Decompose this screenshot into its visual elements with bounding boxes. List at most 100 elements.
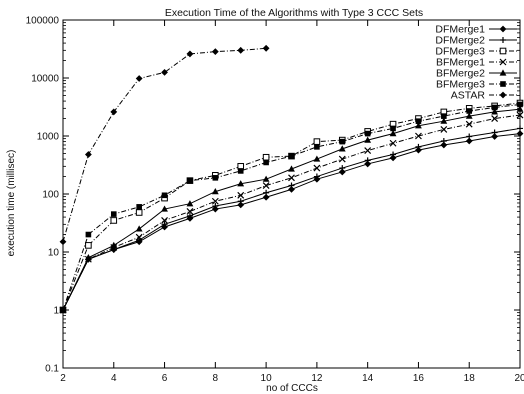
data-point-dfmerge3 (313, 138, 321, 145)
series-astar (59, 44, 270, 246)
series-line-astar (62, 47, 267, 242)
data-point-dfmerge3 (135, 209, 143, 216)
data-point-dfmerge2 (161, 221, 168, 228)
y-tick-label: 0.1 (45, 364, 59, 375)
data-point-bfmerge1 (262, 182, 270, 189)
data-point-astar (211, 48, 219, 56)
data-point-bfmerge1 (211, 197, 219, 205)
data-point-bfmerge1 (389, 139, 397, 147)
series-line-bfmerge3 (62, 103, 521, 311)
data-point-bfmerge2 (186, 200, 194, 207)
data-point-dfmerge2 (288, 182, 295, 189)
data-point-bfmerge2 (237, 180, 245, 187)
data-point-bfmerge2 (161, 205, 168, 212)
data-point-dfmerge2 (263, 189, 270, 196)
data-point-bfmerge1 (364, 147, 372, 155)
data-point-bfmerge3 (161, 192, 168, 199)
series-bfmerge1 (59, 111, 524, 314)
x-tick-label: 6 (162, 373, 168, 384)
legend-marker-dfmerge3 (499, 47, 507, 55)
legend-label-dfmerge3: DFMerge3 (435, 46, 485, 58)
y-tick-label: 10 (48, 248, 60, 259)
data-point-bfmerge2 (415, 122, 422, 129)
data-point-dfmerge1 (288, 186, 295, 193)
data-point-dfmerge1 (389, 154, 397, 162)
data-point-dfmerge2 (440, 137, 447, 144)
data-point-bfmerge3 (314, 144, 320, 150)
data-point-dfmerge2 (212, 203, 219, 210)
legend-marker-dfmerge1 (499, 25, 507, 33)
series-dfmerge3 (59, 99, 524, 314)
legend-label-dfmerge2: DFMerge2 (435, 35, 485, 47)
x-tick-label: 10 (261, 373, 273, 384)
legend-entry-astar: ASTAR (451, 90, 517, 102)
data-point-astar (237, 46, 245, 54)
y-tick-label: 10000 (31, 74, 59, 85)
data-point-dfmerge1 (516, 130, 524, 137)
data-point-bfmerge3 (85, 231, 92, 238)
data-point-bfmerge3 (110, 211, 117, 217)
data-point-astar (161, 68, 168, 76)
data-point-bfmerge2 (288, 165, 295, 172)
legend-entry-dfmerge1: DFMerge1 (435, 24, 517, 36)
legend-entry-bfmerge3: BFMerge3 (436, 79, 517, 91)
legend-entry-dfmerge2: DFMerge2 (435, 35, 517, 47)
data-point-dfmerge2 (466, 133, 473, 140)
data-point-bfmerge2 (135, 225, 143, 232)
data-point-bfmerge2 (313, 155, 321, 162)
data-point-dfmerge3 (110, 217, 118, 224)
legend-marker-bfmerge3 (500, 81, 506, 87)
data-point-dfmerge3 (262, 153, 270, 161)
x-tick-label: 16 (413, 373, 425, 384)
legend-label-dfmerge1: DFMerge1 (435, 24, 485, 36)
x-tick-label: 8 (213, 373, 219, 384)
x-tick-label: 20 (514, 373, 524, 384)
data-point-dfmerge2 (136, 237, 143, 244)
data-point-bfmerge1 (135, 233, 143, 241)
data-point-bfmerge1 (415, 132, 422, 140)
data-point-dfmerge1 (415, 146, 422, 154)
legend-entry-bfmerge1: BFMerge1 (436, 57, 517, 69)
data-point-dfmerge2 (491, 129, 498, 136)
legend-marker-astar (499, 91, 507, 99)
data-point-dfmerge2 (339, 165, 346, 172)
data-point-bfmerge1 (440, 125, 448, 133)
series-line-dfmerge3 (62, 102, 521, 311)
data-point-bfmerge2 (110, 241, 118, 248)
data-point-dfmerge1 (338, 168, 346, 176)
data-point-bfmerge2 (211, 187, 219, 195)
data-point-dfmerge2 (390, 151, 397, 158)
legend-label-bfmerge1: BFMerge1 (436, 57, 485, 69)
data-point-dfmerge1 (237, 201, 245, 209)
legend-marker-bfmerge2 (499, 69, 507, 76)
data-point-bfmerge2 (389, 129, 397, 137)
data-point-bfmerge2 (465, 112, 473, 119)
data-point-bfmerge1 (237, 191, 245, 199)
data-point-bfmerge1 (338, 155, 346, 163)
data-point-bfmerge1 (186, 208, 194, 215)
legend-entry-bfmerge2: BFMerge2 (436, 68, 517, 80)
data-point-astar (59, 238, 67, 246)
data-point-astar (135, 75, 143, 82)
x-tick-label: 2 (60, 373, 66, 384)
data-point-dfmerge2 (364, 157, 371, 164)
data-point-bfmerge2 (338, 145, 346, 152)
data-point-dfmerge1 (465, 137, 473, 145)
data-point-bfmerge3 (212, 175, 219, 181)
axis-ticks: 0.1 1 10 100 1000 10000 100000 2 4 6 8 10 12 14 16 18 20 (26, 16, 524, 385)
data-point-dfmerge2 (237, 198, 244, 205)
legend-label-astar: ASTAR (451, 90, 486, 102)
x-tick-label: 18 (464, 373, 476, 384)
data-point-dfmerge1 (364, 160, 372, 168)
x-tick-label: 14 (362, 373, 374, 384)
data-point-bfmerge3 (339, 138, 346, 145)
data-point-bfmerge1 (288, 174, 295, 182)
data-point-dfmerge1 (491, 133, 499, 140)
data-point-bfmerge3 (364, 130, 371, 137)
data-point-bfmerge1 (491, 115, 499, 122)
y-tick-label: 1000 (37, 132, 60, 143)
data-point-bfmerge3 (60, 307, 66, 313)
data-point-dfmerge1 (211, 205, 219, 213)
data-point-astar (110, 108, 118, 116)
